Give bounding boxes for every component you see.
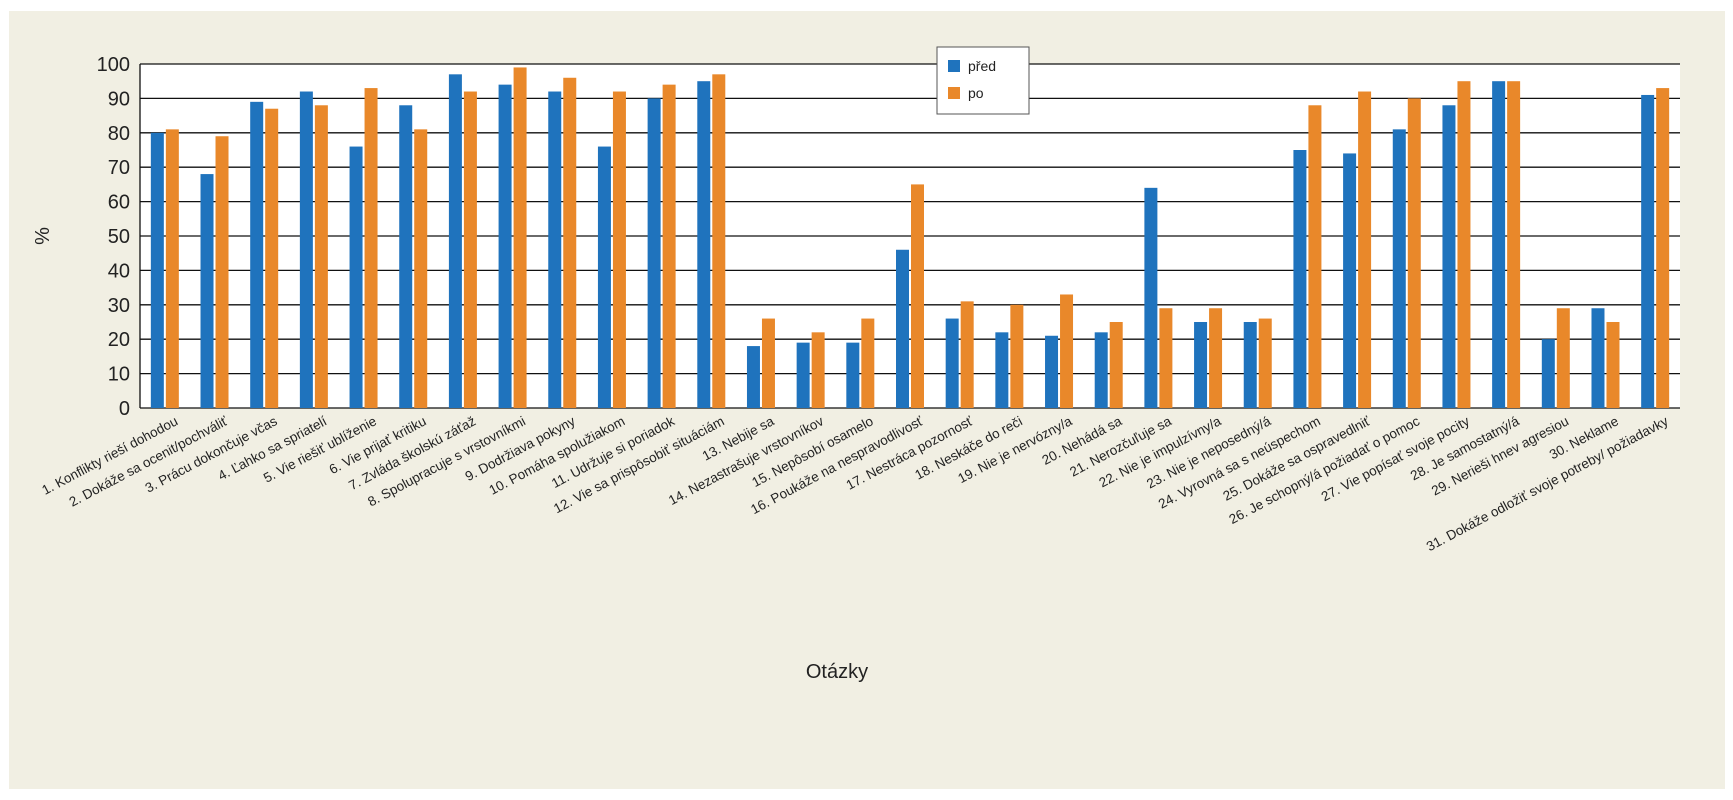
bar-pred — [995, 332, 1009, 408]
bar-po — [1209, 308, 1223, 408]
bar-po — [1457, 81, 1471, 408]
bar-po — [1606, 322, 1620, 408]
bar-pred — [349, 146, 363, 408]
bar-pred — [150, 132, 164, 409]
bar-pred — [1243, 322, 1257, 408]
bar-pred — [697, 81, 711, 408]
bar-po — [563, 77, 577, 408]
legend-swatch — [948, 60, 960, 72]
bar-pred — [548, 91, 562, 409]
bar-pred — [846, 342, 860, 408]
bar-pred — [200, 174, 214, 408]
bar-po — [463, 91, 477, 409]
y-tick-label: 60 — [108, 192, 130, 214]
bar-pred — [945, 318, 959, 408]
y-tick-label: 40 — [108, 260, 130, 282]
y-tick-label: 70 — [108, 157, 130, 179]
y-tick-label: 50 — [108, 226, 130, 248]
bar-pred — [796, 342, 810, 408]
bar-po — [861, 318, 875, 408]
legend-box — [936, 46, 1030, 115]
bar-pred — [1045, 335, 1059, 408]
bar-pred — [250, 101, 264, 408]
bar-po — [1407, 98, 1421, 409]
y-axis-label: % — [32, 227, 54, 245]
bar-pred — [896, 249, 909, 408]
bar-pred — [647, 98, 661, 409]
y-tick-label: 90 — [108, 88, 130, 110]
bar-po — [1258, 318, 1272, 408]
bar-pred — [1094, 332, 1108, 408]
bar-pred — [1194, 322, 1208, 408]
bar-pred — [597, 146, 611, 408]
bar-po — [414, 129, 428, 409]
bar-po — [165, 129, 179, 409]
y-tick-label: 30 — [108, 295, 130, 317]
y-tick-label: 100 — [97, 54, 130, 76]
bar-po — [513, 67, 527, 408]
bar-po — [662, 84, 676, 408]
chart-frame: 0 10 20 30 40 50 60 70 80 90 100 1. Konflikty rieší… — [9, 11, 1725, 789]
bar-po — [712, 74, 726, 408]
bar-pred — [1492, 81, 1506, 408]
bar-pred — [1343, 153, 1357, 408]
bar-po — [1010, 304, 1024, 408]
bar-po — [1109, 322, 1123, 408]
bar-pred — [299, 91, 313, 409]
x-axis-label: Otázky — [806, 661, 868, 683]
y-tick-label: 0 — [119, 398, 130, 420]
bar-po — [1358, 91, 1372, 409]
bar-po — [215, 136, 229, 408]
bar-pred — [399, 105, 413, 408]
bar-pred — [448, 74, 462, 408]
bar-pred — [498, 84, 512, 408]
bar-po — [314, 105, 328, 408]
bar-pred — [1591, 308, 1605, 408]
legend-label: po — [968, 85, 984, 101]
legend-label: před — [968, 58, 996, 74]
bar-pred — [1144, 187, 1158, 408]
bar-po — [612, 91, 626, 409]
bar-po — [1556, 308, 1570, 408]
bar-po — [1656, 88, 1670, 408]
bar-po — [911, 184, 924, 408]
y-tick-label: 80 — [108, 123, 130, 145]
bar-pred — [1442, 105, 1456, 408]
bar-po — [265, 108, 279, 408]
bar-pred — [1293, 150, 1307, 408]
bar-po — [761, 318, 775, 408]
y-tick-label: 10 — [108, 364, 130, 386]
bar-pred — [1541, 339, 1555, 408]
bar-po — [811, 332, 825, 408]
bar-pred — [1392, 129, 1406, 409]
legend-swatch — [948, 87, 960, 99]
bar-po — [364, 88, 378, 408]
bar-pred — [746, 346, 760, 408]
bar-pred — [1641, 94, 1655, 409]
bar-po — [1507, 81, 1521, 408]
bar-po — [1159, 308, 1173, 408]
y-tick-label: 20 — [108, 329, 130, 351]
bar-po — [960, 301, 974, 408]
bar-po — [1308, 105, 1322, 408]
bar-po — [1060, 294, 1074, 408]
